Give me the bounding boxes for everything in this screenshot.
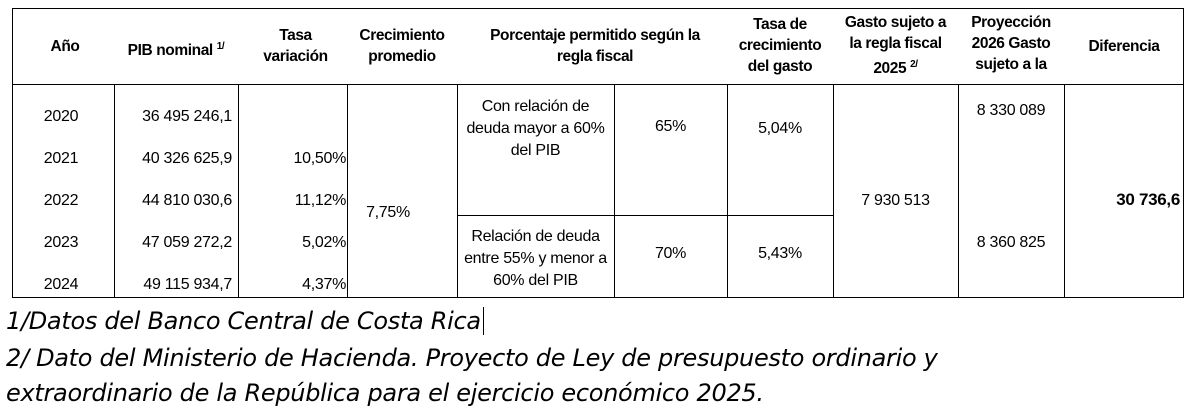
regla-2-proyeccion: 8 360 825 bbox=[976, 234, 1046, 251]
col-divider bbox=[958, 85, 959, 297]
regla-2-porcentaje: 70% bbox=[654, 245, 687, 262]
header-pib: PIB nominal 1/ bbox=[127, 41, 225, 59]
header-gasto-2025: Gasto sujeto a la regla fiscal 2025 2/ bbox=[844, 14, 947, 77]
year-cell: 2021 bbox=[43, 150, 79, 167]
col-divider bbox=[114, 85, 115, 297]
footnote-1: 1/Datos del Banco Central de Costa Rica bbox=[6, 306, 484, 336]
col-divider bbox=[727, 85, 728, 297]
regla-2-tasa-gasto: 5,43% bbox=[758, 245, 802, 262]
header-diferencia: Diferencia bbox=[1088, 38, 1160, 55]
header-proyeccion: Proyección 2026 Gasto sujeto a la bbox=[971, 14, 1051, 73]
footnote-2-line-2: extraordinario de la República para el e… bbox=[6, 379, 764, 407]
header-tasa: Tasa variación bbox=[263, 27, 328, 65]
year-cell: 2023 bbox=[43, 234, 79, 251]
header-separator bbox=[12, 84, 1184, 85]
col-divider bbox=[614, 85, 615, 297]
col-divider bbox=[238, 85, 239, 297]
header-porcentaje: Porcentaje permitido según la regla fisca… bbox=[490, 27, 700, 65]
tasa-variacion-cell: 10,50% bbox=[293, 150, 347, 167]
pib-cell: 49 115 934,7 bbox=[143, 276, 232, 293]
col-divider bbox=[457, 85, 458, 297]
regla-1-porcentaje: 65% bbox=[654, 118, 687, 135]
regla-1-label: Con relación de deuda mayor a 60% del PIB bbox=[466, 98, 605, 159]
pib-cell: 44 810 030,6 bbox=[142, 192, 232, 209]
tasa-variacion-cell: 11,12% bbox=[294, 192, 347, 209]
table-border bbox=[12, 8, 1184, 298]
diferencia-cell: 30 736,6 bbox=[1116, 190, 1180, 209]
year-cell: 2020 bbox=[43, 108, 79, 125]
tasa-variacion-cell: 4,37% bbox=[302, 276, 346, 293]
crecimiento-promedio-cell: 7,75% bbox=[366, 204, 410, 221]
header-crecimiento: Crecimiento promedio bbox=[359, 27, 445, 65]
pib-cell: 47 059 272,2 bbox=[142, 234, 232, 251]
year-cell: 2022 bbox=[43, 192, 79, 209]
year-cell: 2024 bbox=[43, 276, 79, 293]
regla-1-tasa-gasto: 5,04% bbox=[758, 120, 802, 137]
tasa-variacion-cell: 5,02% bbox=[302, 234, 346, 251]
pib-cell: 40 326 625,9 bbox=[142, 150, 232, 167]
regla-1-proyeccion: 8 330 089 bbox=[976, 102, 1046, 119]
text-cursor bbox=[482, 307, 484, 335]
rule-divider bbox=[457, 215, 833, 216]
pib-cell: 36 495 246,1 bbox=[142, 108, 232, 125]
col-divider bbox=[347, 85, 348, 297]
col-divider bbox=[1064, 85, 1065, 297]
gasto-2025-cell: 7 930 513 bbox=[861, 192, 930, 209]
header-anio: Año bbox=[50, 38, 80, 55]
footnote-2-line-1: 2/ Dato del Ministerio de Hacienda. Proy… bbox=[6, 344, 938, 372]
header-tasa-gasto: Tasa de crecimiento del gasto bbox=[738, 16, 822, 75]
regla-2-label: Relación de deuda entre 55% y menor a 60% … bbox=[464, 228, 607, 289]
col-divider bbox=[833, 85, 834, 297]
